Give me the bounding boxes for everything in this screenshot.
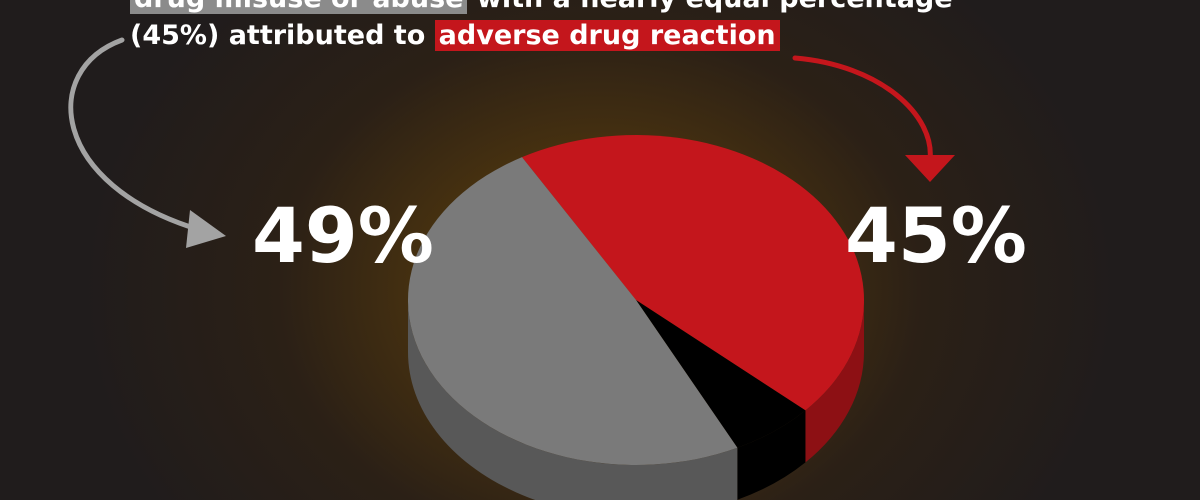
caption-line2-pre: (45%) attributed to xyxy=(130,20,435,51)
highlight-adverse: adverse drug reaction xyxy=(434,20,780,51)
slice-label-gray: 49% xyxy=(252,191,434,280)
red-arrowhead-icon xyxy=(905,155,955,182)
gray-arrow-icon xyxy=(68,37,203,233)
slice-label-red: 45% xyxy=(845,191,1027,280)
pie-side-1 xyxy=(805,300,864,463)
pie-side-2 xyxy=(737,410,806,500)
caption-line1-rest: with a nearly equal percentage xyxy=(467,0,953,14)
caption-text: drug misuse or abuse with a nearly equal… xyxy=(130,0,1050,54)
gray-arrowhead-icon xyxy=(186,210,226,248)
pie-slice-2 xyxy=(636,300,806,448)
red-arrow-icon xyxy=(792,55,933,163)
highlight-misuse: drug misuse or abuse xyxy=(130,0,468,14)
pie-slice-1 xyxy=(522,135,864,411)
pie-slice-0 xyxy=(407,157,738,466)
pie-chart xyxy=(407,135,864,500)
pie-side-0 xyxy=(408,300,738,500)
